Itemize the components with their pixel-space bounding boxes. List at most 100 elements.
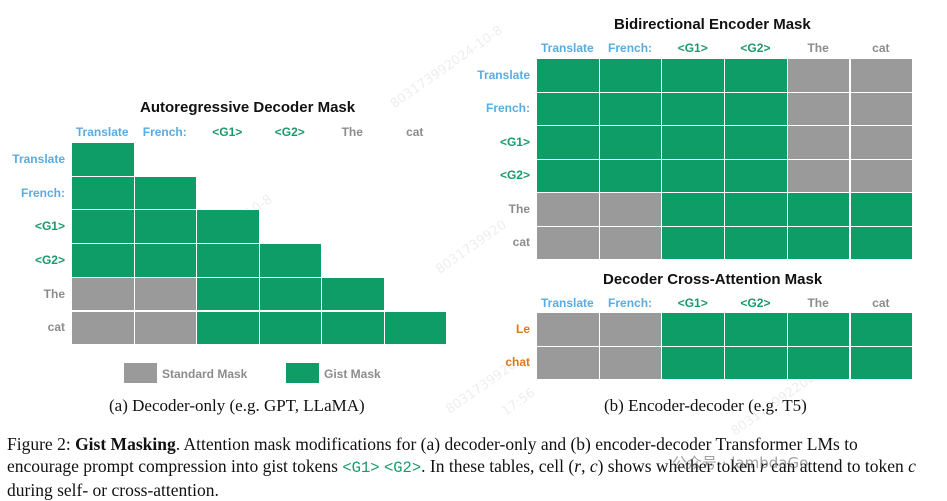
gist-mask-cell <box>724 192 788 227</box>
var-r: r <box>759 456 767 476</box>
row-label: <G2> <box>499 168 530 183</box>
gist-mask-cell <box>196 310 260 346</box>
gist-mask-cell <box>598 91 663 126</box>
gist-mask-cell <box>196 243 260 278</box>
standard-mask-cell <box>71 310 135 346</box>
gist-mask-cell <box>724 225 788 260</box>
figure-label: Figure 2: <box>7 434 71 454</box>
gist-mask-cell <box>661 91 726 126</box>
gist-mask-cell <box>258 276 322 312</box>
caption-text: ) shows whether token <box>597 456 760 476</box>
legend-standard-swatch <box>124 363 157 383</box>
row-label: <G1> <box>499 134 530 149</box>
standard-mask-cell <box>536 345 600 380</box>
gist-token-2: <G2> <box>383 459 422 477</box>
gist-mask-cell <box>661 225 726 260</box>
column-label: cat <box>872 296 890 310</box>
row-label: Le <box>515 321 530 336</box>
gist-mask-cell <box>536 125 600 160</box>
var-c: c <box>908 456 916 476</box>
row-label: Translate <box>12 151 65 166</box>
standard-mask-cell <box>786 91 851 126</box>
column-label: <G2> <box>740 41 771 55</box>
column-label: Translate <box>75 125 129 139</box>
gist-mask-cell <box>536 58 600 93</box>
gist-mask-cell <box>321 310 385 346</box>
caption-sep: , <box>581 456 590 476</box>
gist-mask-cell <box>133 175 197 211</box>
gist-mask-cell <box>724 91 788 126</box>
row-label: French: <box>485 101 530 116</box>
standard-mask-cell <box>849 58 914 93</box>
column-label: <G1> <box>212 125 243 139</box>
gist-mask-cell <box>786 225 851 260</box>
row-label: The <box>43 286 65 301</box>
gist-mask-cell <box>724 345 788 380</box>
column-label: <G2> <box>740 296 771 310</box>
column-label: French: <box>608 296 653 310</box>
gist-token-1: <G1> <box>342 459 380 477</box>
legend-gist-swatch <box>286 363 319 383</box>
standard-mask-cell <box>849 125 914 160</box>
gist-mask-cell <box>661 125 726 160</box>
gist-mask-cell <box>849 225 914 260</box>
row-label: Translate <box>477 67 530 82</box>
column-label: <G1> <box>677 41 708 55</box>
standard-mask-cell <box>133 310 197 346</box>
gist-mask-cell <box>258 310 322 346</box>
standard-mask-cell <box>786 58 851 93</box>
gist-mask-cell <box>849 345 914 380</box>
standard-mask-cell <box>536 192 600 227</box>
gist-mask-cell <box>724 58 788 93</box>
gist-mask-cell <box>71 142 135 177</box>
legend-gist-label: Gist Mask <box>324 367 381 381</box>
gist-mask-cell <box>661 158 726 193</box>
gist-mask-cell <box>849 192 914 227</box>
standard-mask-cell <box>133 276 197 312</box>
standard-mask-cell <box>786 158 851 193</box>
watermark-text: 17:56 <box>499 385 539 420</box>
gist-mask-cell <box>536 158 600 193</box>
gist-mask-cell <box>196 209 260 245</box>
var-r: r <box>574 456 582 476</box>
gist-mask-cell <box>383 310 447 346</box>
standard-mask-cell <box>598 312 663 347</box>
panel-b-bottom-title: Decoder Cross-Attention Mask <box>603 271 823 288</box>
row-label: cat <box>47 320 65 335</box>
standard-mask-cell <box>598 225 663 260</box>
gist-mask-cell <box>786 312 851 347</box>
gist-mask-cell <box>724 158 788 193</box>
column-label: cat <box>872 41 890 55</box>
caption-heading: Gist Masking <box>75 434 176 454</box>
gist-mask-cell <box>661 345 726 380</box>
caption-text: . Attention mask modifications for (a) d… <box>7 434 858 476</box>
column-label: The <box>807 296 829 310</box>
column-label: cat <box>406 125 424 139</box>
column-label: French: <box>608 41 653 55</box>
standard-mask-cell <box>598 192 663 227</box>
row-label: <G1> <box>34 219 65 234</box>
gist-mask-cell <box>661 312 726 347</box>
column-label: The <box>807 41 829 55</box>
watermark-badge: 公众号 · lambdaGo <box>672 454 809 472</box>
gist-mask-cell <box>661 58 726 93</box>
gist-mask-cell <box>71 209 135 245</box>
column-label: The <box>341 125 363 139</box>
gist-mask-cell <box>786 345 851 380</box>
panel-a-title: Autoregressive Decoder Mask <box>140 99 356 116</box>
column-label: Translate <box>540 41 594 55</box>
column-label: <G2> <box>274 125 305 139</box>
legend-standard-label: Standard Mask <box>162 367 248 381</box>
gist-mask-cell <box>133 243 197 278</box>
gist-mask-cell <box>598 158 663 193</box>
gist-mask-cell <box>196 276 260 312</box>
gist-mask-cell <box>598 58 663 93</box>
gist-mask-cell <box>849 312 914 347</box>
column-label: <G1> <box>677 296 708 310</box>
caption-text: can attend to token <box>766 456 909 476</box>
row-label: The <box>508 201 530 216</box>
var-c: c <box>589 456 598 476</box>
gist-mask-cell <box>321 276 385 312</box>
gist-mask-cell <box>133 209 197 245</box>
gist-mask-cell <box>71 175 135 211</box>
